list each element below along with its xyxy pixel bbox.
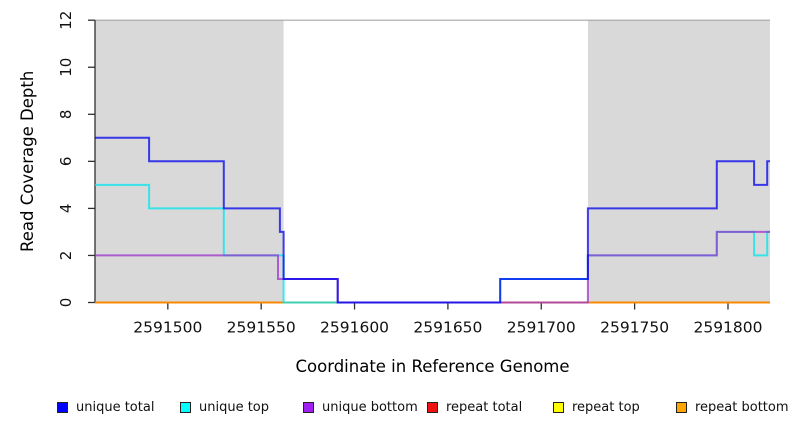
x-tick-label: 2591550: [227, 319, 296, 337]
legend-label: repeat top: [572, 399, 640, 415]
y-axis-title: Read Coverage Depth: [18, 71, 37, 252]
y-tick-label: 8: [57, 110, 75, 120]
unique-top-swatch-icon: [180, 401, 191, 413]
y-tick-label: 0: [57, 298, 75, 308]
legend-label: unique bottom: [322, 399, 418, 415]
y-tick-label: 6: [57, 157, 75, 167]
x-tick-label: 2591500: [133, 319, 202, 337]
unique-total-swatch-icon: [57, 401, 68, 413]
y-tick-label: 12: [57, 11, 75, 30]
legend-item-repeat-total: repeat total: [427, 398, 522, 416]
legend-item-unique-total: unique total: [57, 398, 154, 416]
legend-item-unique-top: unique top: [180, 398, 269, 416]
repeat-total-swatch-icon: [427, 401, 438, 413]
x-axis-title: Coordinate in Reference Genome: [295, 357, 569, 376]
plot-legend: unique total unique top unique bottom re…: [0, 398, 792, 422]
x-tick-label: 2591650: [413, 319, 482, 337]
y-tick-label: 2: [57, 251, 75, 261]
y-tick-label: 4: [57, 204, 75, 214]
legend-label: unique total: [76, 399, 155, 415]
x-tick-label: 2591700: [507, 319, 576, 337]
y-tick-label: 10: [57, 58, 75, 77]
legend-label: unique top: [199, 399, 270, 415]
series-line-unique-total: [95, 136, 770, 304]
x-tick-label: 2591800: [693, 319, 762, 337]
repeat-top-swatch-icon: [553, 401, 564, 413]
unique-bottom-swatch-icon: [303, 401, 314, 413]
legend-label: repeat bottom: [695, 399, 789, 415]
legend-item-repeat-top: repeat top: [553, 398, 640, 416]
x-tick-label: 2591600: [320, 319, 389, 337]
x-tick-label: 2591750: [600, 319, 669, 337]
legend-item-unique-bottom: unique bottom: [303, 398, 418, 416]
legend-label: repeat total: [446, 399, 523, 415]
coverage-plot: 0 2 4 6 8 10 12 2591500 2591550 2591600 2591650 259…: [18, 11, 770, 376]
legend-item-repeat-bottom: repeat bottom: [676, 398, 789, 416]
repeat-bottom-swatch-icon: [676, 401, 687, 413]
